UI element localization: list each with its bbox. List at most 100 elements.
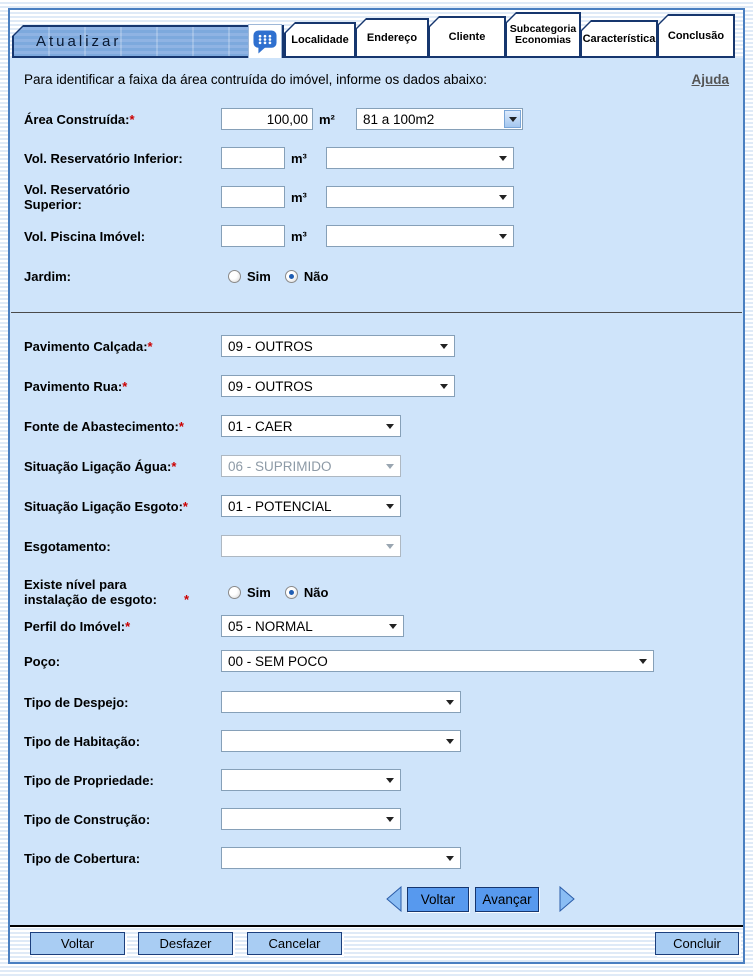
field-existe-nivel-esgoto: Existe nível para instalação de esgoto: *…: [24, 577, 329, 607]
title-bar: Atualizar: [12, 25, 284, 58]
tipo-construcao-select[interactable]: [221, 808, 401, 830]
field-tipo-cobertura: Tipo de Cobertura:: [24, 847, 729, 869]
field-pavimento-rua: Pavimento Rua:* 09 - OUTROS: [24, 375, 729, 397]
field-label: Perfil do Imóvel:: [24, 618, 126, 634]
tab-subcategoria-economias[interactable]: Subcategoria Economias: [505, 12, 581, 58]
area-construida-input[interactable]: [221, 108, 313, 130]
field-tipo-habitacao: Tipo de Habitação:: [24, 730, 729, 752]
speech-bubble-icon: [253, 30, 277, 54]
desfazer-button[interactable]: Desfazer: [138, 932, 233, 955]
dropdown-arrow-icon[interactable]: [386, 504, 394, 509]
avancar-nav-button[interactable]: Avançar: [475, 886, 539, 912]
cancelar-button[interactable]: Cancelar: [247, 932, 342, 955]
dropdown-arrow-icon[interactable]: [499, 234, 507, 239]
content-area: Para identificar a faixa da área contruí…: [10, 58, 743, 927]
dropdown-arrow-icon[interactable]: [639, 659, 647, 664]
field-perfil-imovel: Perfil do Imóvel:* 05 - NORMAL: [24, 615, 729, 637]
faixa-reservatorio-inferior-select[interactable]: [326, 147, 514, 169]
fonte-abastecimento-select[interactable]: 01 - CAER: [221, 415, 401, 437]
dropdown-arrow-icon: [386, 544, 394, 549]
section-divider: [11, 312, 742, 313]
tab-caracteristica[interactable]: Característica: [580, 20, 658, 58]
tipo-cobertura-select[interactable]: [221, 847, 461, 869]
voltar-button[interactable]: Voltar: [30, 932, 125, 955]
field-label: Fonte de Abastecimento:: [24, 418, 179, 434]
tab-cliente[interactable]: Cliente: [428, 16, 506, 58]
wizard-tabs: Localidade Endereço Cliente Subcategoria…: [284, 12, 741, 58]
voltar-nav-button[interactable]: Voltar: [407, 886, 469, 912]
help-link[interactable]: Ajuda: [691, 72, 729, 87]
radio-label: Não: [303, 268, 329, 284]
field-vol-reservatorio-inferior: Vol. Reservatório Inferior: m³: [24, 147, 729, 169]
dropdown-arrow-icon[interactable]: [499, 195, 507, 200]
situacao-ligacao-esgoto-select[interactable]: 01 - POTENCIAL: [221, 495, 401, 517]
page-title: Atualizar: [36, 33, 122, 50]
field-label: Vol. Piscina Imóvel:: [24, 228, 146, 244]
required-marker: *: [129, 111, 135, 127]
field-label: Existe nível para instalação de esgoto:: [24, 577, 157, 607]
field-area-construida: Área Construída:* m² 81 a 100m2: [24, 108, 729, 130]
faixa-piscina-select[interactable]: [326, 225, 514, 247]
jardim-sim-radio[interactable]: [228, 269, 241, 283]
field-poco: Poço: 00 - SEM POCO: [24, 649, 729, 673]
field-label: Situação Ligação Água:: [24, 458, 172, 474]
field-esgotamento: Esgotamento:: [24, 535, 729, 557]
tab-localidade[interactable]: Localidade: [284, 22, 356, 58]
tab-conclusao[interactable]: Conclusão: [657, 14, 735, 58]
faixa-reservatorio-superior-select[interactable]: [326, 186, 514, 208]
field-situacao-ligacao-esgoto: Situação Ligação Esgoto:* 01 - POTENCIAL: [24, 495, 729, 517]
field-label: Situação Ligação Esgoto:: [24, 498, 183, 514]
dropdown-arrow-icon[interactable]: [499, 156, 507, 161]
vol-reservatorio-superior-input[interactable]: [221, 186, 285, 208]
field-situacao-ligacao-agua: Situação Ligação Água:* 06 - SUPRIMIDO: [24, 455, 729, 477]
field-label: Poço:: [24, 653, 61, 669]
unit-label: m³: [291, 189, 307, 205]
field-label: Esgotamento:: [24, 538, 111, 554]
field-tipo-construcao: Tipo de Construção:: [24, 808, 729, 830]
field-label: Vol. Reservatório Inferior:: [24, 150, 183, 166]
field-label: Vol. Reservatório Superior:: [24, 182, 130, 212]
pavimento-rua-select[interactable]: 09 - OUTROS: [221, 375, 455, 397]
existe-nivel-nao-radio[interactable]: [284, 585, 298, 599]
radio-label: Sim: [247, 584, 271, 600]
dropdown-arrow-icon[interactable]: [446, 856, 454, 861]
vol-piscina-input[interactable]: [221, 225, 285, 247]
vol-reservatorio-inferior-input[interactable]: [221, 147, 285, 169]
poco-select[interactable]: 00 - SEM POCO: [221, 650, 654, 672]
dropdown-arrow-icon[interactable]: [440, 344, 448, 349]
field-jardim: Jardim: Sim Não: [24, 264, 729, 288]
field-label: Área Construída:: [24, 111, 130, 127]
intro-text: Para identificar a faixa da área contruí…: [24, 72, 488, 87]
tipo-habitacao-select[interactable]: [221, 730, 461, 752]
pavimento-calcada-select[interactable]: 09 - OUTROS: [221, 335, 455, 357]
radio-label: Não: [303, 584, 329, 600]
dropdown-arrow-icon[interactable]: [446, 739, 454, 744]
dropdown-arrow-icon: [386, 464, 394, 469]
dropdown-arrow-icon[interactable]: [386, 424, 394, 429]
dropdown-arrow-icon[interactable]: [386, 817, 394, 822]
unit-label: m³: [291, 228, 307, 244]
tab-endereco[interactable]: Endereço: [355, 18, 429, 58]
field-label: Tipo de Habitação:: [24, 733, 141, 749]
perfil-imovel-select[interactable]: 05 - NORMAL: [221, 615, 404, 637]
nav-right-arrow-icon[interactable]: [559, 886, 575, 912]
tipo-propriedade-select[interactable]: [221, 769, 401, 791]
field-fonte-abastecimento: Fonte de Abastecimento:* 01 - CAER: [24, 415, 729, 437]
dropdown-arrow-icon[interactable]: [440, 384, 448, 389]
dropdown-arrow-icon[interactable]: [389, 624, 397, 629]
footer-bar: Voltar Desfazer Cancelar Concluir: [10, 929, 743, 960]
chat-bubble-icon[interactable]: [248, 24, 282, 60]
nav-left-arrow-icon[interactable]: [386, 886, 402, 912]
field-tipo-despejo: Tipo de Despejo:: [24, 691, 729, 713]
tipo-despejo-select[interactable]: [221, 691, 461, 713]
esgotamento-select: [221, 535, 401, 557]
concluir-button[interactable]: Concluir: [655, 932, 739, 955]
jardim-nao-radio[interactable]: [284, 269, 298, 283]
dropdown-arrow-icon[interactable]: [446, 700, 454, 705]
main-panel: Atualizar Localidade Endereço Cliente Su…: [8, 8, 745, 964]
existe-nivel-sim-radio[interactable]: [228, 585, 241, 599]
faixa-area-select[interactable]: 81 a 100m2: [356, 108, 523, 130]
field-label: Tipo de Cobertura:: [24, 850, 141, 866]
dropdown-arrow-icon[interactable]: [386, 778, 394, 783]
dropdown-arrow-icon[interactable]: [504, 110, 521, 128]
